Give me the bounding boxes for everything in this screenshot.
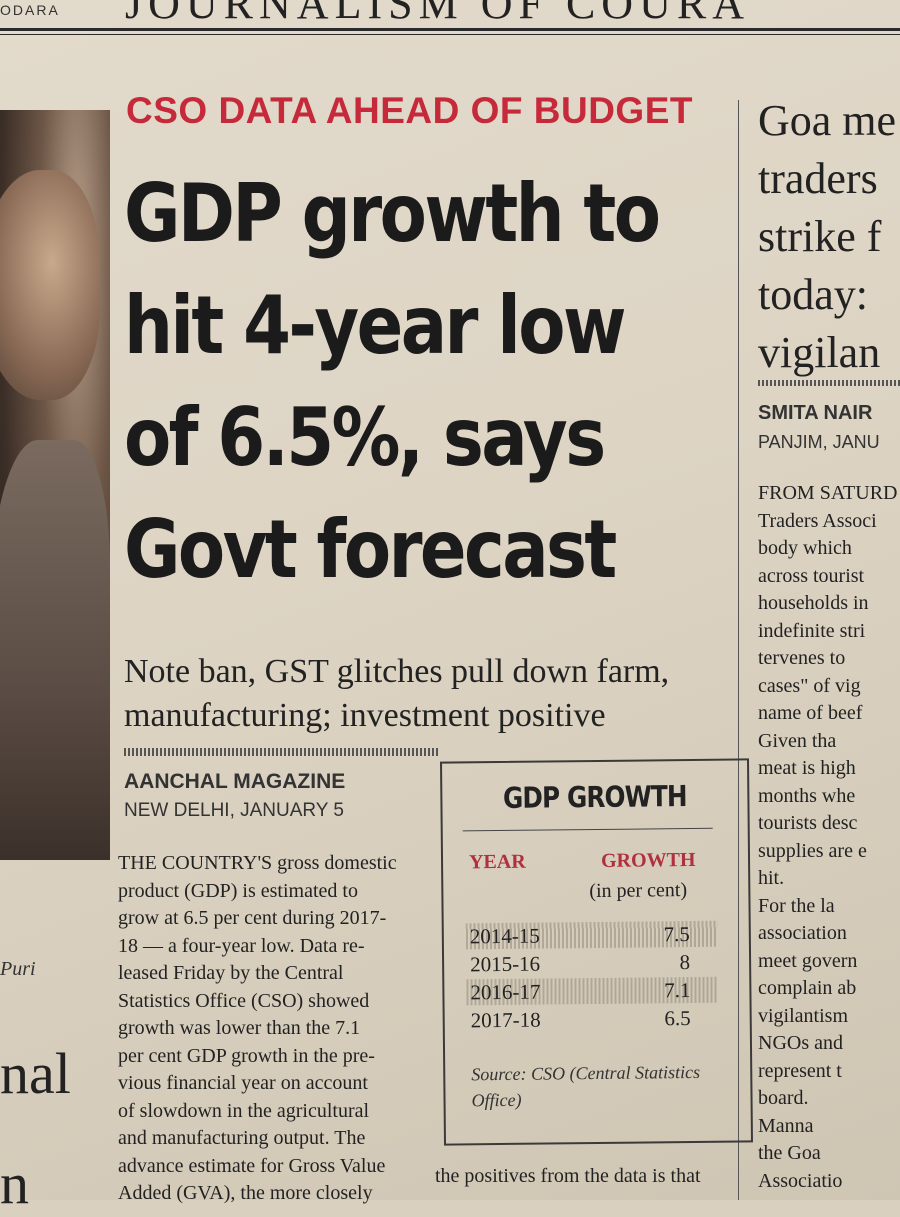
story-deck: Note ban, GST glitches pull down farm, m… [124, 650, 744, 738]
hatch-rule [124, 748, 440, 756]
right-body-line: supplies are e [758, 839, 867, 862]
row-value: 8 [679, 950, 691, 975]
right-headline-line: vigilan [758, 328, 881, 377]
body-line: THE COUNTRY'S gross domestic [118, 852, 397, 874]
right-body-line: meat is high [758, 757, 856, 779]
row-value: 7.5 [663, 922, 690, 947]
right-body-line: across tourist [758, 564, 865, 587]
headline-line: Govt forecast [124, 503, 617, 596]
column-divider [738, 100, 739, 1200]
column-unit: (in per cent) [589, 879, 688, 903]
row-value: 7.1 [664, 978, 691, 1003]
story-dateline: NEW DELHI, JANUARY 5 [124, 800, 344, 821]
masthead-title: JOURNALISM OF COURA [125, 0, 750, 28]
right-story-body: FROM SATURD Traders Associ body which acros… [758, 480, 897, 1195]
body-line: leased Friday by the Central [118, 962, 344, 984]
right-body-line: name of beef [758, 702, 863, 724]
right-body-line: Manna [758, 1114, 814, 1137]
right-body-line: meet govern [758, 949, 858, 972]
right-story-headline: Goa me traders strike f today: vigilan [758, 92, 896, 382]
body-line: and manufacturing output. The [118, 1127, 366, 1149]
table-rule [462, 827, 713, 832]
right-body-line: represent t [758, 1059, 842, 1082]
column-header-year: YEAR [468, 850, 526, 874]
masthead-fragment: ODARA [0, 2, 60, 18]
right-headline-line: Goa me [758, 96, 897, 145]
headline-line: of 6.5%, says [124, 391, 606, 484]
right-body-line: FROM SATURD [758, 482, 898, 504]
right-body-line: tourists desc [758, 812, 858, 834]
body-line: 18 — a four-year low. Data re- [118, 934, 365, 957]
right-body-line: complain ab [758, 977, 857, 999]
story-body: THE COUNTRY'S gross domestic product (GD… [118, 850, 436, 1208]
body-line: Added (GVA), the more closely [118, 1182, 373, 1204]
table-row: 2014-15 7.5 [465, 920, 718, 950]
right-body-line: For the la [758, 894, 835, 917]
right-story-byline: SMITA NAIR [758, 402, 873, 424]
column-header-growth: GROWTH [600, 848, 696, 872]
headline-line: hit 4-year low [124, 279, 627, 372]
right-body-line: months whe [758, 784, 856, 807]
deck-line: Note ban, GST glitches pull down farm, [124, 653, 670, 690]
body-line: advance estimate for Gross Value [118, 1154, 386, 1177]
body-line: per cent GDP growth in the pre- [118, 1044, 375, 1067]
row-year: 2015-16 [469, 951, 541, 977]
right-headline-line: strike f [758, 212, 882, 261]
right-body-line: Traders Associ [758, 509, 877, 532]
right-body-line: households in [758, 592, 869, 614]
right-story-dateline: PANJIM, JANU [758, 432, 880, 452]
right-hatch-rule [758, 380, 900, 386]
story-headline: GDP growth to hit 4-year low of 6.5%, sa… [124, 158, 661, 606]
body-line: grow at 6.5 per cent during 2017- [118, 907, 387, 929]
gdp-growth-table: GDP GROWTH YEAR GROWTH (in per cent) 201… [439, 758, 754, 1146]
right-headline-line: today: [758, 270, 868, 319]
body-line: of slowdown in the agricultural [118, 1099, 370, 1122]
right-body-line: tervenes to [758, 647, 846, 669]
row-year: 2016-17 [470, 979, 541, 1005]
right-body-line: cases" of vig [758, 674, 861, 697]
table-title: GDP GROWTH [502, 779, 687, 815]
masthead-rule-thin [0, 34, 900, 35]
body-line: vious financial year on account [118, 1072, 368, 1094]
side-headline-fragment-2: n [0, 1151, 29, 1216]
headline-line: GDP growth to [124, 167, 661, 260]
row-value: 6.5 [664, 1006, 691, 1031]
right-headline-line: traders [758, 154, 878, 203]
right-body-line: association [758, 922, 847, 944]
story-kicker: CSO DATA AHEAD OF BUDGET [126, 90, 693, 131]
table-row: 2016-17 7.1 [466, 976, 719, 1006]
right-body-line: hit. [758, 867, 785, 889]
body-line: growth was lower than the 7.1 [118, 1017, 361, 1039]
photo-shoulder [0, 440, 110, 860]
right-body-line: the Goa [758, 1142, 821, 1164]
body-line: Statistics Office (CSO) showed [118, 989, 370, 1012]
right-body-line: board. [758, 1087, 809, 1109]
deck-line: manufacturing; investment positive [124, 697, 606, 734]
news-photo [0, 110, 110, 860]
right-body-line: Given tha [758, 729, 837, 752]
story-byline: AANCHAL MAGAZINE [124, 770, 346, 793]
row-year: 2014-15 [469, 923, 540, 949]
body-line: product (GDP) is estimated to [118, 879, 358, 902]
table-row: 2017-18 6.5 [467, 1005, 719, 1034]
right-body-line: body which [758, 537, 852, 559]
photo-face [0, 170, 100, 400]
table-source: Source: CSO (Central Statistics Office) [471, 1061, 701, 1111]
right-body-line: NGOs and [758, 1032, 843, 1054]
photo-caption: Puri [0, 958, 36, 980]
right-body-line: vigilantism [758, 1004, 848, 1027]
masthead-rule [0, 28, 900, 31]
right-body-line: indefinite stri [758, 619, 866, 642]
side-headline-fragment: nal [0, 1041, 71, 1106]
row-year: 2017-18 [470, 1007, 541, 1033]
right-body-line: Associatio [758, 1169, 843, 1192]
table-row: 2015-16 8 [466, 949, 718, 978]
body-continuation: the positives from the data is that [435, 1165, 701, 1187]
